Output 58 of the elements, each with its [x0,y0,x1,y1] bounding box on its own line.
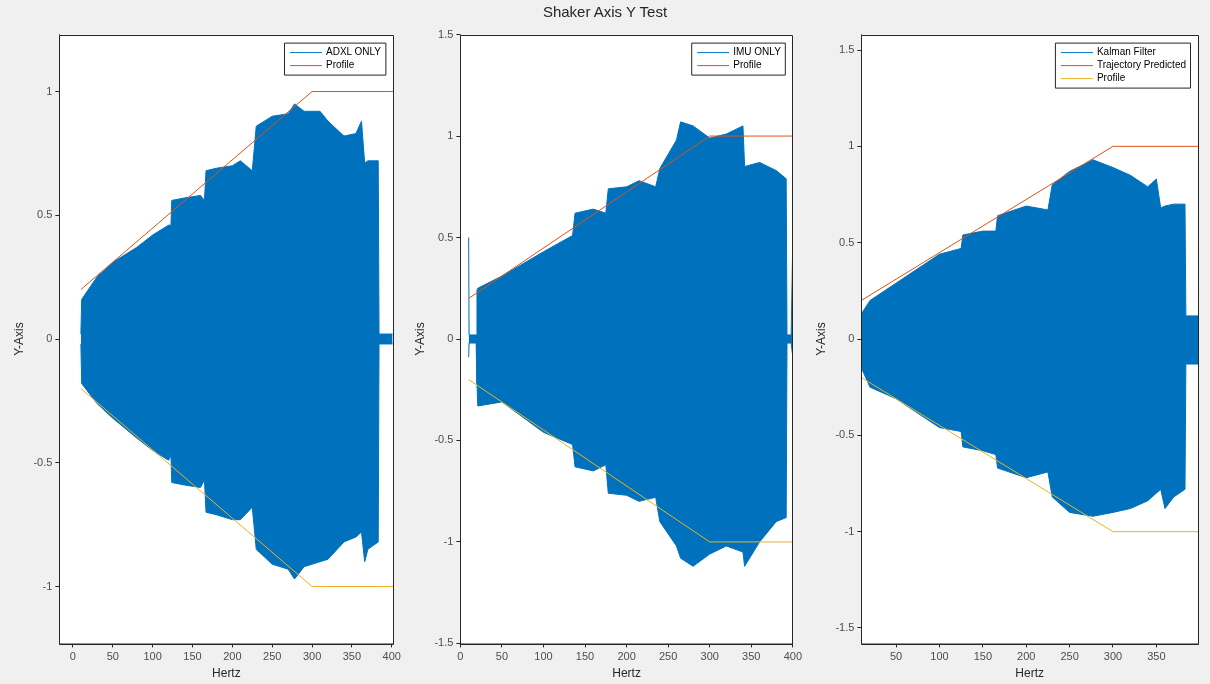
y-tick-label: 0.5 [37,208,53,221]
x-tick-label: 100 [534,650,553,663]
x-tick-label: 400 [382,650,401,663]
x-tick-label: 350 [742,650,761,663]
x-tick-label: 300 [302,650,322,663]
x-tick-label: 100 [930,650,949,663]
y-tick-label: -0.5 [33,455,53,468]
x-tick-label: 300 [1103,650,1123,663]
x-tick-label: 50 [889,650,903,663]
legend-label: Profile [733,59,763,71]
x-tick-label: 50 [495,650,509,663]
y-tick-label: -1.5 [835,621,855,634]
y-tick-label: -1 [443,534,454,547]
x-axis-title: Hertz [612,666,641,681]
x-tick-label: 150 [973,650,992,663]
x-axis-title: Hertz [1015,666,1045,681]
y-tick-label: 1 [46,84,53,97]
x-tick-label: 350 [1147,650,1166,663]
x-tick-label: 400 [783,650,802,663]
y-tick-label: 1 [447,129,454,142]
y-tick-label: 0 [447,332,454,345]
y-tick-label: 1.5 [839,43,855,56]
legend-label: Profile [325,59,355,71]
y-axis-title: Y-Axis [412,322,427,356]
x-tick-label: 0 [69,650,76,663]
x-tick-label: 200 [617,650,636,663]
legend-label: Profile [1096,72,1126,84]
chart-title: Shaker Axis Y Test [542,3,668,20]
x-tick-label: 250 [263,650,282,663]
y-tick-label: 0 [848,332,855,345]
y-tick-label: 0.5 [438,230,454,243]
legend-label: IMU ONLY [733,46,782,58]
legend-label: ADXL ONLY [325,46,382,58]
y-tick-label: -0.5 [835,428,855,441]
x-tick-label: 50 [106,650,119,663]
y-tick-label: -1.5 [434,636,454,649]
x-tick-label: 0 [457,650,464,663]
y-tick-label: -1 [844,524,855,537]
x-tick-label: 200 [223,650,242,663]
x-tick-label: 200 [1017,650,1036,663]
y-tick-label: -1 [42,579,53,592]
y-tick-label: 0 [46,332,53,345]
x-tick-label: 250 [658,650,678,663]
y-tick-label: -0.5 [434,433,454,446]
y-tick-label: 1 [848,139,855,152]
x-axis-title: Hertz [212,666,241,681]
x-tick-label: 150 [183,650,202,663]
y-tick-label: 0.5 [839,235,855,248]
x-tick-label: 350 [342,650,362,663]
legend-label: Kalman Filter [1096,46,1157,58]
x-tick-label: 300 [700,650,719,663]
y-tick-label: 1.5 [438,27,454,40]
x-tick-label: 250 [1060,650,1079,663]
y-axis-title: Y-Axis [813,322,828,356]
y-axis-title: Y-Axis [11,322,26,356]
legend-label: Trajectory Predicted [1096,59,1186,71]
x-tick-label: 100 [143,650,162,663]
x-tick-label: 150 [575,650,595,663]
